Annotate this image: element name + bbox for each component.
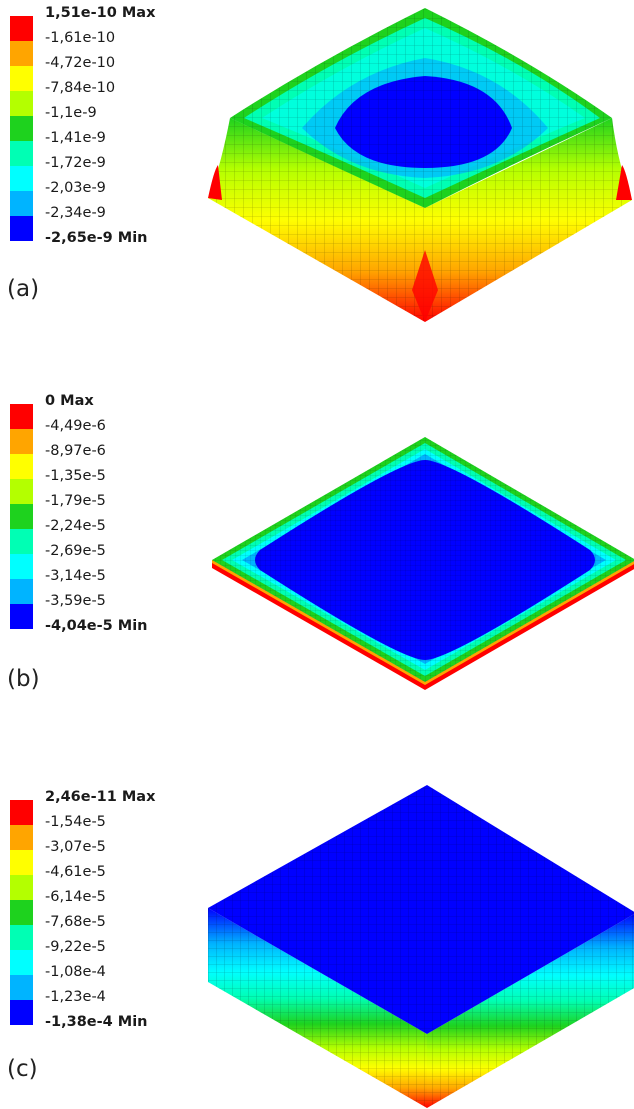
legend-row: -2,34e-9 <box>10 191 200 229</box>
legend-label: -4,72e-10 <box>45 55 116 71</box>
legend-swatch <box>10 554 33 579</box>
legend-swatch <box>10 479 33 504</box>
panel-label-b: (b) <box>7 666 40 692</box>
legend-row: -4,04e-5 Min <box>10 604 200 642</box>
legend-row: -7,84e-10 <box>10 66 200 104</box>
legend-row: -1,35e-5 <box>10 454 200 492</box>
legend-label: -2,03e-9 <box>45 180 106 196</box>
legend-swatch <box>10 850 33 875</box>
legend-swatch <box>10 191 33 216</box>
legend-swatch <box>10 950 33 975</box>
legend-row: -1,38e-4 Min <box>10 1000 200 1038</box>
legend-min-label: -2,65e-9 Min <box>45 230 148 246</box>
fem-model-b <box>212 437 634 690</box>
legend-label: -8,97e-6 <box>45 443 106 459</box>
legend-row: -7,68e-5 <box>10 900 200 938</box>
legend-label: -1,61e-10 <box>45 30 116 46</box>
legend-swatch <box>10 216 33 241</box>
legend-row: -9,22e-5 <box>10 925 200 963</box>
legend-swatch <box>10 604 33 629</box>
legend-label: -2,34e-9 <box>45 205 106 221</box>
legend-label: -4,49e-6 <box>45 418 106 434</box>
legend-label: -1,79e-5 <box>45 493 106 509</box>
legend-row: -4,49e-6 <box>10 404 200 442</box>
legend-row: -3,14e-5 <box>10 554 200 592</box>
legend-max-label: 0 Max <box>45 393 94 409</box>
legend-label: -1,23e-4 <box>45 989 106 1005</box>
legend-row: -3,07e-5 <box>10 825 200 863</box>
fem-model-c <box>208 785 634 1108</box>
legend-row: -1,41e-9 <box>10 116 200 154</box>
panel-label-a: (a) <box>7 276 40 302</box>
legend-label: -7,68e-5 <box>45 914 106 930</box>
legend-row: 2,46e-11 Max <box>10 788 200 813</box>
legend-swatch <box>10 504 33 529</box>
panel-b: 0 Max -4,49e-6 -8,97e-6 -1,35e-5 -1,79e-… <box>0 380 634 710</box>
legend-swatch <box>10 404 33 429</box>
panel-c: 2,46e-11 Max -1,54e-5 -3,07e-5 -4,61e-5 … <box>0 780 634 1109</box>
legend-row: -2,03e-9 <box>10 166 200 204</box>
legend-row: -2,65e-9 Min <box>10 216 200 254</box>
legend-swatch <box>10 41 33 66</box>
legend-row: 0 Max <box>10 392 200 417</box>
legend-label: -1,72e-9 <box>45 155 106 171</box>
legend-row: -1,72e-9 <box>10 141 200 179</box>
legend-label: -1,35e-5 <box>45 468 106 484</box>
legend-row: -1,54e-5 <box>10 800 200 838</box>
legend-row: -3,59e-5 <box>10 579 200 617</box>
legend-swatch <box>10 1000 33 1025</box>
legend-row: -1,79e-5 <box>10 479 200 517</box>
legend-label: -3,59e-5 <box>45 593 106 609</box>
legend-swatch <box>10 454 33 479</box>
legend-label: -3,07e-5 <box>45 839 106 855</box>
legend-label: -1,1e-9 <box>45 105 97 121</box>
legend-row: -1,61e-10 <box>10 16 200 54</box>
legend-swatch <box>10 16 33 41</box>
legend-label: -4,61e-5 <box>45 864 106 880</box>
legend-row: -1,08e-4 <box>10 950 200 988</box>
legend-row: -2,24e-5 <box>10 504 200 542</box>
legend-swatch <box>10 975 33 1000</box>
legend-swatch <box>10 91 33 116</box>
legend-swatch <box>10 429 33 454</box>
panel-a: 1,51e-10 Max -1,61e-10 -4,72e-10 -7,84e-… <box>0 0 634 330</box>
legend-row: -4,72e-10 <box>10 41 200 79</box>
legend-swatch <box>10 141 33 166</box>
legend-label: -3,14e-5 <box>45 568 106 584</box>
legend-swatch <box>10 166 33 191</box>
legend-row: -6,14e-5 <box>10 875 200 913</box>
legend-min-label: -1,38e-4 Min <box>45 1014 148 1030</box>
legend-label: -2,69e-5 <box>45 543 106 559</box>
legend-row: -1,1e-9 <box>10 91 200 129</box>
legend-row: 1,51e-10 Max <box>10 4 200 29</box>
legend-row: -4,61e-5 <box>10 850 200 888</box>
legend-swatch <box>10 116 33 141</box>
legend-swatch <box>10 900 33 925</box>
legend-max-label: 1,51e-10 Max <box>45 5 156 21</box>
legend-swatch <box>10 875 33 900</box>
legend-min-label: -4,04e-5 Min <box>45 618 148 634</box>
legend-row: -2,69e-5 <box>10 529 200 567</box>
legend-swatch <box>10 825 33 850</box>
legend-label: -9,22e-5 <box>45 939 106 955</box>
panel-label-c: (c) <box>7 1056 38 1082</box>
legend-label: -1,41e-9 <box>45 130 106 146</box>
legend-row: -1,23e-4 <box>10 975 200 1013</box>
legend-label: -7,84e-10 <box>45 80 116 96</box>
legend-swatch <box>10 579 33 604</box>
legend-max-label: 2,46e-11 Max <box>45 789 156 805</box>
legend-swatch <box>10 925 33 950</box>
legend-label: -6,14e-5 <box>45 889 106 905</box>
legend-label: -2,24e-5 <box>45 518 106 534</box>
legend-label: -1,08e-4 <box>45 964 106 980</box>
legend-label: -1,54e-5 <box>45 814 106 830</box>
legend-swatch <box>10 66 33 91</box>
legend-row: -8,97e-6 <box>10 429 200 467</box>
fem-model-a <box>208 8 632 322</box>
legend-swatch <box>10 800 33 825</box>
legend-swatch <box>10 529 33 554</box>
